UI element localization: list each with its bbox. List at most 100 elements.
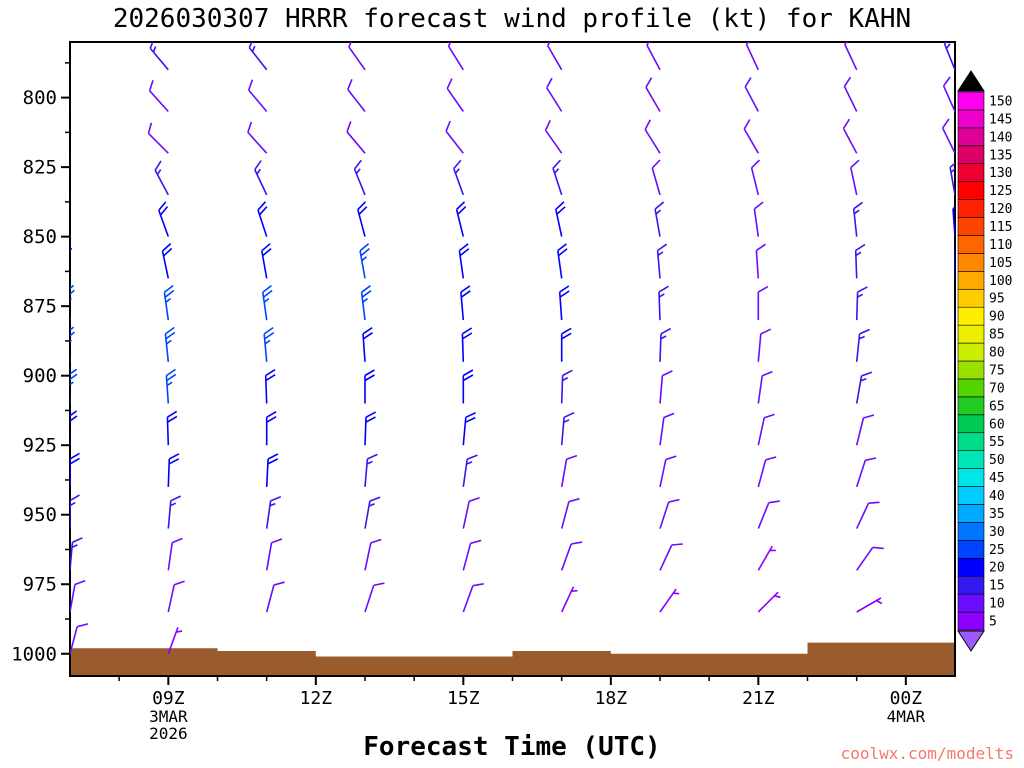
wind-barb <box>364 538 382 571</box>
y-tick-label: 975 <box>23 574 57 596</box>
x-tick-label: 21Z <box>742 688 775 709</box>
x-tick-sublabel: 3MAR <box>149 707 188 726</box>
wind-barb <box>555 201 566 237</box>
colorbar-segment <box>957 522 985 541</box>
wind-barb <box>645 77 661 112</box>
wind-barb <box>843 76 858 112</box>
colorbar-label: 95 <box>989 292 1005 307</box>
wind-barb <box>364 453 378 487</box>
wind-barb <box>646 42 661 71</box>
colorbar-label: 90 <box>989 310 1005 325</box>
colorbar-segment <box>957 414 985 434</box>
wind-barb <box>745 42 760 71</box>
colorbar-label: 10 <box>989 597 1005 612</box>
wind-barb <box>560 541 583 571</box>
wind-barb <box>348 42 366 71</box>
wind-barb <box>70 623 89 655</box>
colorbar-segment <box>957 288 985 308</box>
wind-barb <box>163 284 175 321</box>
colorbar-segment <box>957 181 985 200</box>
wind-barb <box>546 77 563 112</box>
colorbar-segment <box>957 378 985 398</box>
wind-barb <box>560 586 578 613</box>
colorbar-segment <box>957 109 985 129</box>
y-tick-label: 825 <box>23 157 57 179</box>
wind-barb <box>167 627 183 655</box>
colorbar-segment <box>957 468 985 487</box>
wind-barb <box>261 243 272 279</box>
colorbar-label: 30 <box>989 525 1005 540</box>
colorbar-label: 120 <box>989 202 1012 217</box>
wind-barb <box>462 454 478 488</box>
wind-barb <box>658 285 669 321</box>
wind-barb <box>347 79 366 112</box>
colorbar-label: 65 <box>989 399 1005 414</box>
colorbar-segment <box>957 324 985 344</box>
wind-barb <box>148 79 169 113</box>
wind-barb <box>659 588 680 613</box>
wind-barb <box>557 243 568 279</box>
wind-barb <box>70 579 86 613</box>
wind-barb <box>949 162 955 196</box>
colorbar-segment <box>957 593 985 613</box>
wind-barb <box>70 243 73 279</box>
colorbar-label: 80 <box>989 346 1005 361</box>
y-tick-label: 925 <box>23 435 57 457</box>
wind-barb <box>856 597 883 613</box>
colorbar-segment <box>957 342 985 362</box>
wind-barb <box>364 411 377 446</box>
wind-barb <box>854 243 866 279</box>
x-tick-sublabel: 4MAR <box>887 707 926 726</box>
x-axis-title: Forecast Time (UTC) <box>363 732 661 762</box>
colorbar-label: 60 <box>989 417 1005 432</box>
wind-barb <box>362 327 373 362</box>
wind-barb <box>447 42 464 71</box>
wind-barb <box>248 42 268 71</box>
wind-barb <box>445 120 464 154</box>
wind-barb <box>364 496 381 529</box>
colorbar-label: 145 <box>989 112 1012 127</box>
wind-barb <box>167 453 180 487</box>
colorbar-label: 5 <box>989 615 997 630</box>
colorbar-segment <box>957 611 985 631</box>
wind-barb <box>353 159 366 196</box>
terrain-fill <box>70 642 955 676</box>
wind-barb <box>757 545 776 571</box>
wind-barb <box>263 326 275 362</box>
wind-barb <box>346 121 366 154</box>
wind-barb <box>544 119 563 154</box>
wind-barb <box>147 122 169 154</box>
y-tick-label: 800 <box>23 87 57 109</box>
wind-barb <box>855 371 873 404</box>
wind-barb <box>70 234 71 237</box>
wind-barb <box>952 206 955 237</box>
colorbar-segment <box>957 199 985 218</box>
wind-barb <box>446 78 464 112</box>
wind-barb <box>70 368 78 404</box>
wind-barb <box>842 118 858 154</box>
wind-barb <box>560 411 575 446</box>
wind-barb <box>941 118 955 154</box>
colorbar-top-arrow-icon <box>957 70 985 92</box>
wind-barb <box>757 456 777 488</box>
x-tick-label: 18Z <box>595 688 628 709</box>
wind-barb <box>855 457 877 488</box>
colorbar-label: 130 <box>989 166 1012 181</box>
colorbar-label: 150 <box>989 94 1012 109</box>
wind-barb <box>462 539 482 571</box>
colorbar-label: 20 <box>989 561 1005 576</box>
wind-barb <box>265 453 279 487</box>
colorbar-label: 105 <box>989 256 1012 271</box>
wind-barb <box>70 68 71 70</box>
wind-barb <box>744 77 760 112</box>
wind-barbs <box>70 42 955 655</box>
wind-barb <box>265 411 277 446</box>
colorbar-segment <box>957 540 985 559</box>
colorbar-label: 35 <box>989 507 1005 522</box>
wind-barb <box>659 498 680 529</box>
colorbar-bottom-arrow-icon <box>957 630 985 652</box>
wind-barb <box>167 537 183 571</box>
wind-barb <box>852 201 864 237</box>
wind-barb <box>257 201 268 237</box>
